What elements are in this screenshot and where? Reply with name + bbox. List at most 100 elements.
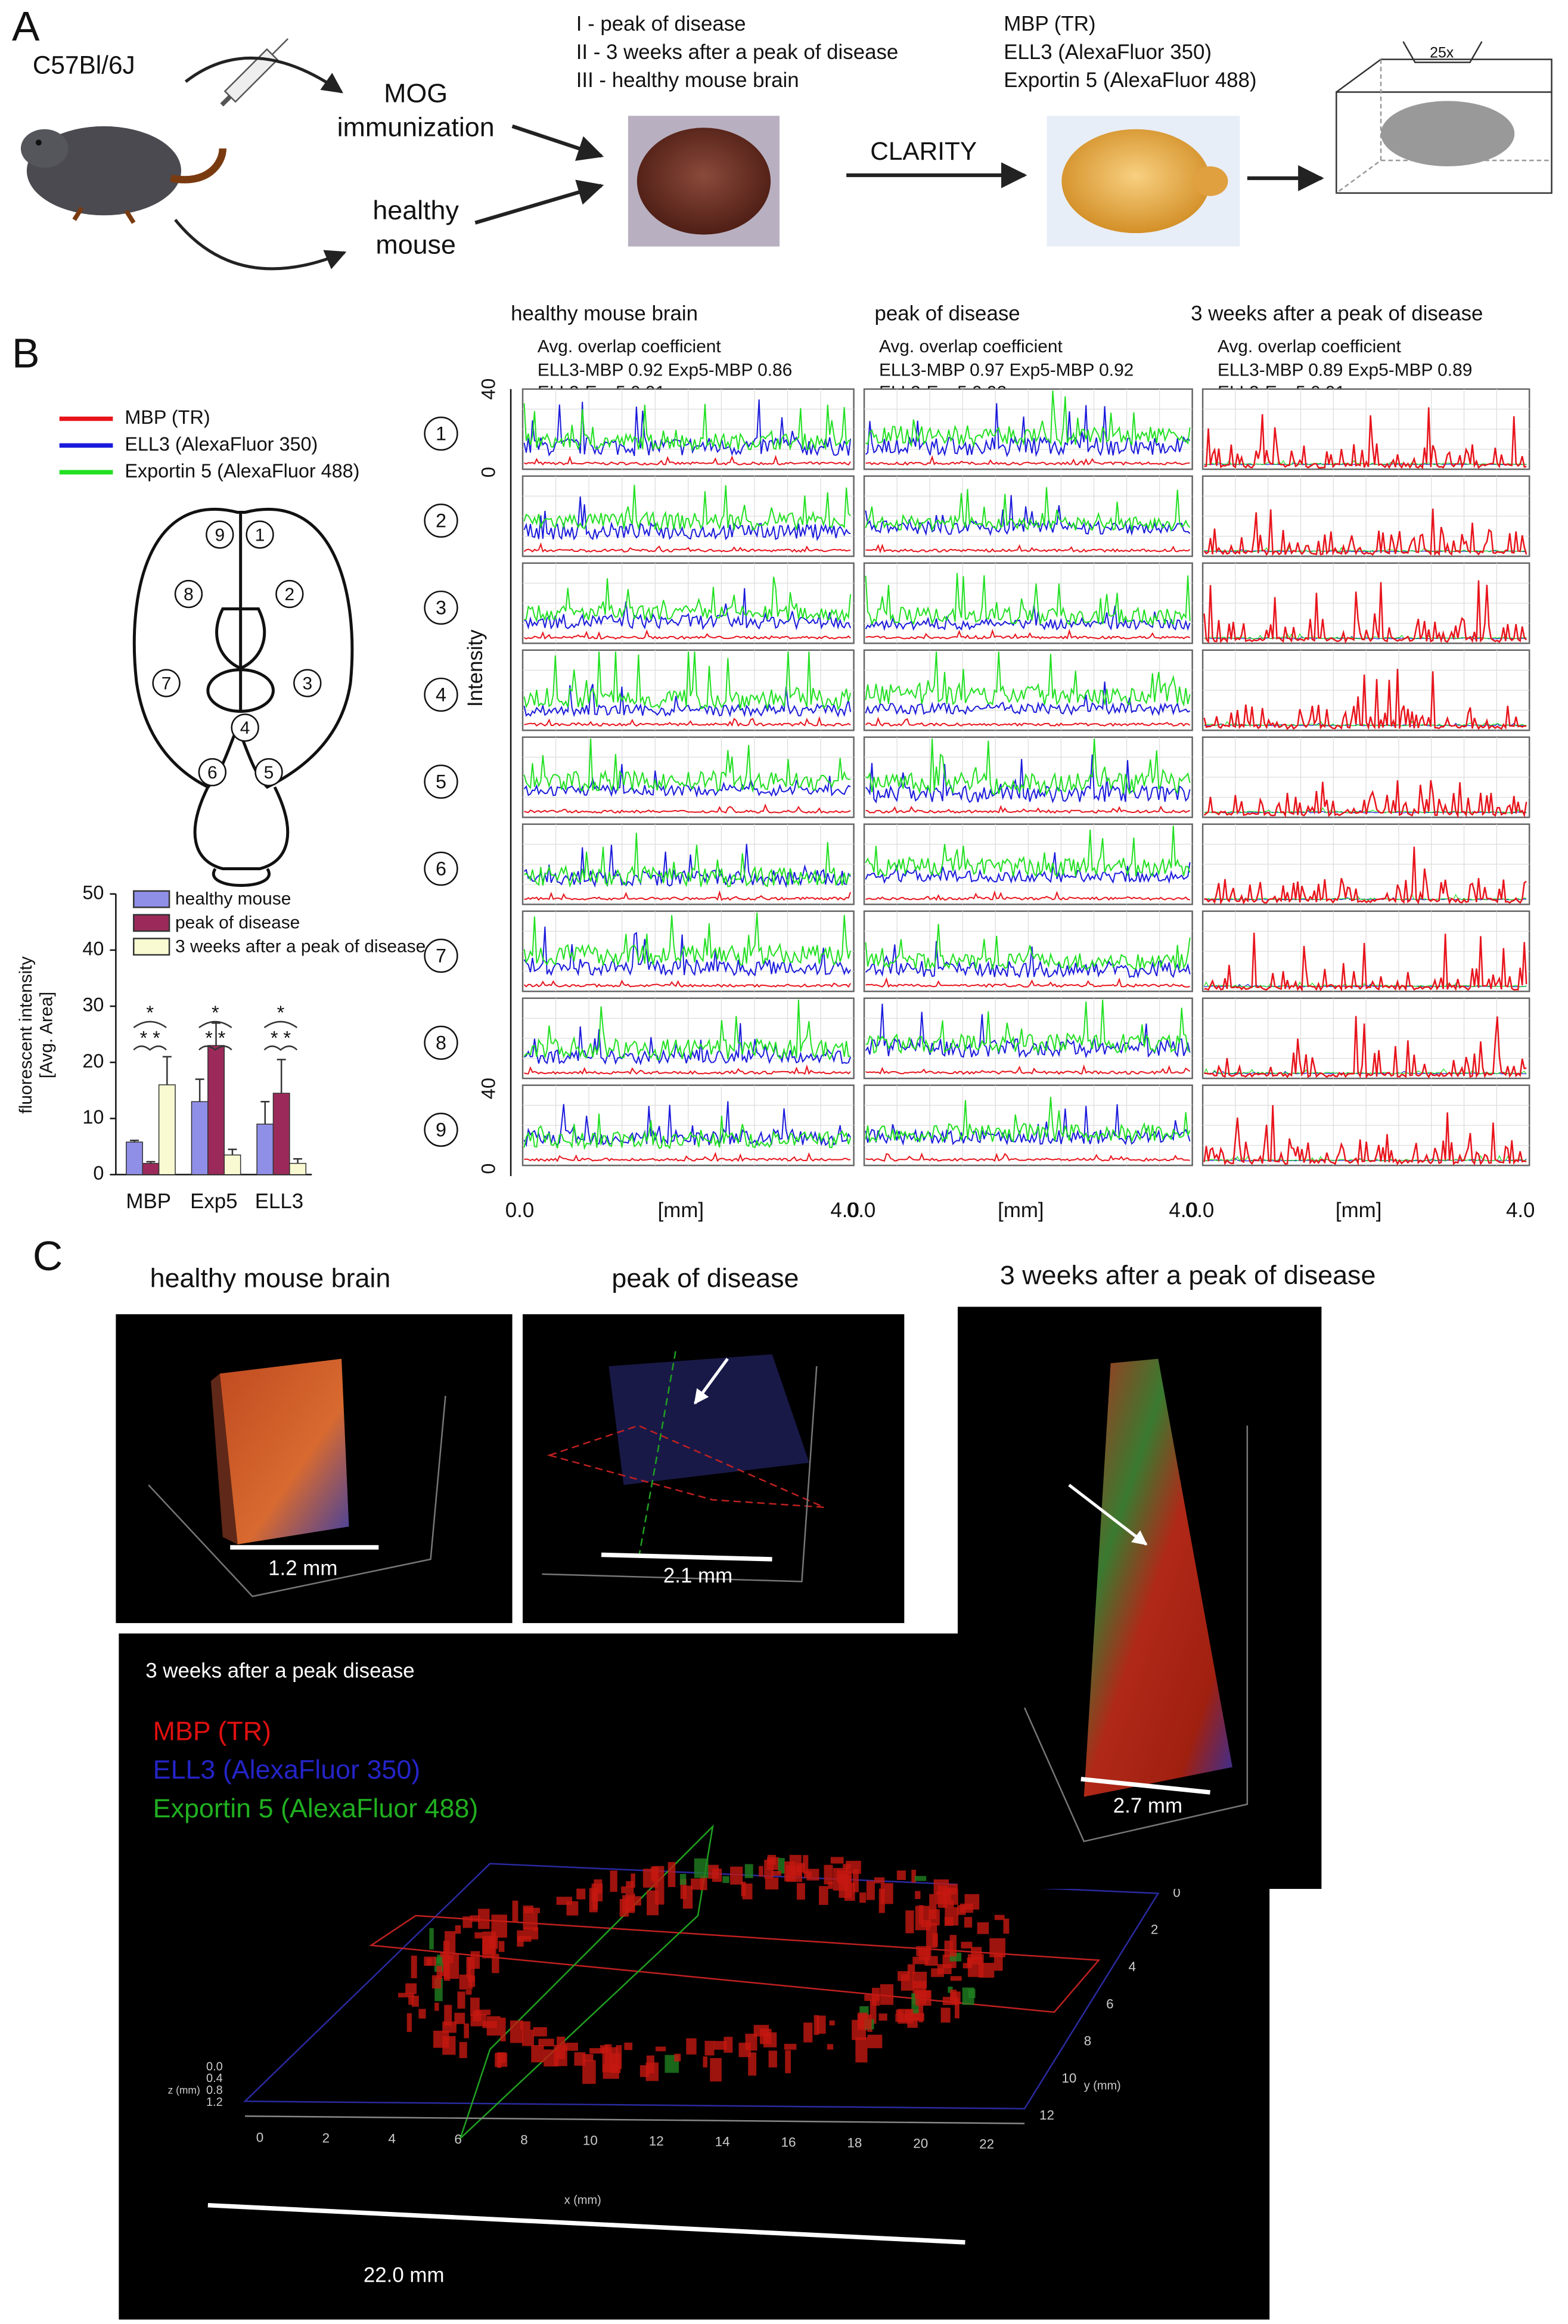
tissue-texture [713, 2041, 727, 2050]
tissue-texture [962, 1963, 971, 1969]
trace-illustration [1203, 508, 1527, 557]
bar [142, 1163, 160, 1175]
tissue-texture [556, 1897, 573, 1905]
tissue-texture [474, 1932, 483, 1939]
tissue-texture [874, 1877, 885, 1884]
x-tick-label: 2 [322, 2130, 330, 2145]
tissue-texture [624, 2042, 633, 2050]
significance-mark: * [146, 1002, 154, 1023]
row-label: 6 [436, 858, 446, 879]
stain-item: ELL3 (AlexaFluor 350) [1004, 41, 1212, 64]
tissue-texture [625, 1893, 635, 1912]
tissue-texture [442, 2036, 456, 2055]
x-tick-label: 4.0 [1169, 1199, 1197, 1222]
trace-illustration [523, 542, 851, 553]
tissue-texture [806, 1869, 819, 1881]
tissue-texture [429, 1928, 434, 1950]
x-axis-label: x (mm) [564, 2193, 601, 2207]
tissue-texture [870, 1999, 877, 2024]
significance-bracket [133, 1045, 167, 1051]
z-tick-label: 0.0 [206, 2060, 223, 2073]
error-bar [277, 1059, 286, 1094]
trace-illustration [523, 1023, 852, 1066]
tissue-texture [912, 1972, 927, 1988]
render-axis [148, 1395, 446, 1597]
bar [126, 1141, 143, 1175]
y-tick-label: 30 [82, 994, 104, 1016]
tissue-texture [929, 1909, 940, 1926]
tissue-texture [582, 2060, 596, 2084]
region-label: 4 [240, 718, 250, 738]
trace-illustration [523, 399, 852, 457]
tissue-texture [864, 1994, 880, 2001]
trace-illustration [523, 403, 851, 452]
tissue-texture [434, 2002, 439, 2011]
trace-illustration [523, 1113, 852, 1150]
image-title: healthy mouse brain [150, 1262, 391, 1293]
row-label: 4 [436, 684, 446, 706]
x-tick-label: 6 [454, 2131, 461, 2146]
tissue-texture [443, 1941, 450, 1966]
tissue-texture [895, 2013, 908, 2022]
significance-bracket [198, 1020, 232, 1029]
legend-swatch [133, 890, 170, 908]
group-label: mouse [375, 229, 456, 259]
x-axis-label: [mm] [658, 1199, 704, 1222]
region-circle [152, 669, 181, 697]
column-title: peak of disease [874, 302, 1020, 325]
legend-label: ELL3 (AlexaFluor 350) [125, 433, 318, 455]
error-bar [195, 1078, 204, 1102]
z-tick-label: 0.8 [206, 2084, 223, 2097]
render-axis [542, 1366, 818, 1583]
trace-illustration [865, 1097, 1191, 1144]
scale-bar [1080, 1776, 1210, 1795]
coefficient-line: ELL3-MBP 0.92 Exp5-MBP 0.86 [538, 361, 792, 380]
legend-label: peak of disease [175, 913, 300, 933]
tissue-texture [464, 2023, 469, 2038]
y-tick-label: 12 [1039, 2108, 1054, 2123]
region-circle [174, 579, 203, 609]
trace-illustration [1204, 407, 1527, 470]
trace-illustration [865, 924, 1191, 971]
render-axis [1023, 1425, 1249, 1842]
tissue-texture [738, 2043, 751, 2058]
method-label: CLARITY [870, 137, 977, 165]
tissue-texture [829, 2020, 835, 2026]
trace-illustration [1204, 1016, 1527, 1079]
tissue-texture [911, 1869, 916, 1883]
region-label: 9 [215, 525, 225, 545]
y-tick-label: 6 [1106, 1996, 1113, 2011]
bar [158, 1084, 176, 1175]
region-label: 3 [302, 674, 312, 693]
image-title: 3 weeks after a peak of disease [1000, 1259, 1376, 1290]
coefficient-heading: Avg. overlap coefficient [1218, 337, 1401, 356]
x-tick-label: 8 [520, 2132, 527, 2147]
significance-mark: * [212, 1002, 219, 1023]
tissue-texture [517, 1936, 532, 1942]
tissue-texture [694, 1858, 709, 1878]
tissue-texture [710, 2058, 722, 2082]
group-label: healthy [372, 195, 459, 225]
tissue-texture [1003, 1918, 1010, 1934]
tissue-texture [467, 1957, 475, 1982]
error-bar [146, 1161, 156, 1163]
render-plane [547, 1425, 825, 1508]
significance-mark: * * [140, 1028, 161, 1049]
panel-label: A [12, 3, 40, 49]
y-tick-label: 0 [478, 1163, 499, 1174]
region-label: 2 [285, 585, 295, 604]
trace-illustration [523, 651, 852, 711]
tissue-texture [898, 1971, 910, 1981]
x-tick-label: 0.0 [505, 1199, 534, 1222]
tissue-texture [406, 2013, 412, 2033]
tissue-texture [457, 1991, 465, 2009]
tissue-texture [977, 1922, 989, 1934]
y-tick-label: 40 [478, 1078, 499, 1099]
legend-swatch [133, 938, 170, 956]
y-tick-label: 10 [1061, 2071, 1076, 2086]
x-tick-label: 0.0 [1185, 1199, 1214, 1222]
trace-illustration [865, 651, 1191, 707]
row-circle [424, 764, 458, 799]
row-circle [424, 503, 458, 538]
tissue-texture [517, 1930, 524, 1947]
